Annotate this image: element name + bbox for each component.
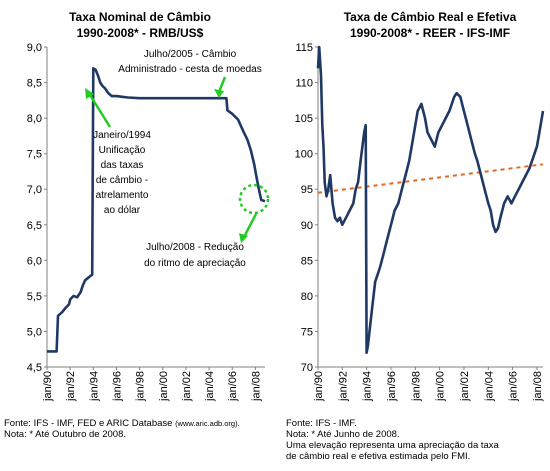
annotation-jan1994-line4: de câmbio - (96, 175, 148, 186)
source-url: (www.aric.adb.org). (175, 419, 240, 428)
annotation-jul2008-line1: Julho/2008 - Redução (146, 242, 244, 253)
arrow-jul2008-head (239, 233, 248, 243)
nominal-series-line (47, 67, 266, 353)
nominal-y-tick-label: 8,5 (27, 78, 42, 90)
nominal-chart: Taxa Nominal de Câmbio 1990-2008* - RMB/U… (27, 10, 270, 402)
reer-x-tick-label: jan/92 (337, 371, 349, 402)
reer-trend-line (317, 163, 544, 194)
nominal-x-tick-label: jan/92 (65, 371, 77, 402)
arrow-jan1994 (88, 94, 112, 128)
footer-left-note: Nota: * Até Outubro de 2008. (4, 429, 127, 440)
reer-chart-title: Taxa de Câmbio Real e Efetiva (344, 10, 517, 24)
nominal-x-tick-label: jan/04 (204, 371, 216, 402)
nominal-x-tick-label: jan/98 (135, 371, 147, 402)
nominal-y-tick-label: 6,0 (27, 255, 42, 267)
reer-y-tick-label: 70 (301, 362, 313, 374)
annotation-jan1994-line5: atrelamento (96, 190, 149, 201)
reer-chart: Taxa de Câmbio Real e Efetiva 1990-2008* … (295, 10, 545, 402)
reer-y-tick-label: 100 (295, 149, 313, 161)
reer-x-tick-label: jan/04 (483, 371, 495, 402)
nominal-chart-subtitle: 1990-2008* - RMB/US$ (77, 26, 204, 40)
reer-chart-subtitle: 1990-2008* - REER - IFS-IMF (350, 26, 510, 40)
source-text: Fonte: IFS - IMF, FED e ARIC Database (4, 418, 173, 429)
highlight-circle (238, 183, 270, 215)
nominal-y-tick-label: 8,0 (27, 113, 42, 125)
annotation-jan1994-line1: Janeiro/1994 (93, 130, 151, 141)
annotation-jan1994-line3: das taxas (101, 160, 144, 171)
nominal-y-tick-label: 5,0 (27, 326, 42, 338)
nominal-x-tick-label: jan/08 (250, 371, 262, 402)
annotation-jul2008-line2: do ritmo de apreciação (144, 258, 246, 269)
annotation-jan1994-line2: Unificação (99, 145, 146, 156)
nominal-y-tick-label: 7,0 (27, 184, 42, 196)
reer-y-tick-label: 110 (295, 78, 313, 90)
reer-series-line (316, 45, 545, 355)
footer-left-source: Fonte: IFS - IMF, FED e ARIC Database (w… (4, 418, 240, 429)
reer-x-tick-label: jan/98 (410, 371, 422, 402)
footer-right-desc-2: de câmbio real e efetiva estimada pelo F… (286, 451, 471, 462)
reer-y-tick-label: 75 (301, 326, 313, 338)
reer-x-tick-label: jan/90 (313, 371, 325, 402)
nominal-y-tick-label: 9,0 (27, 42, 42, 54)
reer-y-tick-label: 105 (295, 113, 313, 125)
nominal-x-tick-label: jan/06 (227, 371, 239, 402)
reer-x-tick-label: jan/08 (532, 371, 544, 402)
nominal-x-tick-label: jan/02 (181, 371, 193, 402)
reer-y-tick-label: 115 (295, 42, 313, 54)
reer-x-tick-label: jan/96 (386, 371, 398, 402)
reer-x-tick-label: jan/00 (435, 371, 447, 402)
reer-y-tick-label: 90 (301, 220, 313, 232)
footer-left: Fonte: IFS - IMF, FED e ARIC Database (w… (4, 418, 240, 440)
footer-right-note: Nota: * Até Junho de 2008. (286, 429, 400, 440)
reer-x-tick-label: jan/06 (508, 371, 520, 402)
nominal-y-tick-label: 7,5 (27, 149, 42, 161)
reer-x-tick-label: jan/02 (459, 371, 471, 402)
arrow-jan1994-head (85, 88, 94, 99)
annotation-jan1994-line6: ao dólar (104, 205, 141, 216)
reer-y-tick-label: 80 (301, 291, 313, 303)
nominal-chart-title: Taxa Nominal de Câmbio (69, 10, 211, 24)
annotation-jul2005-line2: Administrado - cesta de moedas (118, 64, 261, 75)
footer-right-source: Fonte: IFS - IMF. (286, 418, 357, 429)
nominal-x-tick-label: jan/90 (42, 371, 54, 402)
nominal-x-tick-label: jan/94 (88, 371, 100, 402)
nominal-y-tick-label: 4,5 (27, 362, 42, 374)
reer-x-tick-label: jan/94 (362, 371, 374, 402)
nominal-x-tick-label: jan/96 (111, 371, 123, 402)
footer-right: Fonte: IFS - IMF. Nota: * Até Junho de 2… (286, 418, 499, 462)
nominal-y-tick-label: 5,5 (27, 291, 42, 303)
arrow-jul2005 (217, 76, 227, 93)
reer-y-tick-label: 85 (301, 255, 313, 267)
nominal-y-tick-label: 6,5 (27, 220, 42, 232)
annotation-jul2005-line1: Julho/2005 - Câmbio (144, 49, 237, 60)
footer-right-desc-1: Uma elevação representa uma apreciação d… (286, 440, 499, 451)
arrow-jul2008 (242, 213, 258, 238)
nominal-x-tick-label: jan/00 (158, 371, 170, 402)
reer-y-tick-label: 95 (301, 184, 313, 196)
arrow-jul2005-head (214, 89, 224, 98)
